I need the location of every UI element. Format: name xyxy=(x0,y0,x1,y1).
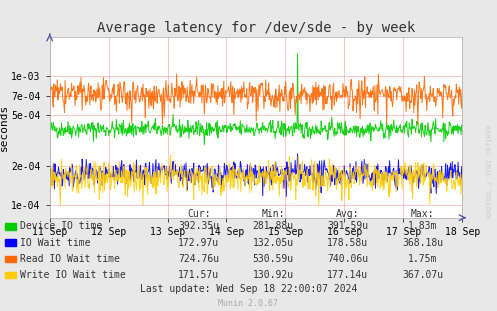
Text: Write IO Wait time: Write IO Wait time xyxy=(20,270,126,280)
Text: RRDTOOL / TOBI OETIKER: RRDTOOL / TOBI OETIKER xyxy=(487,124,493,218)
Text: 1.83m: 1.83m xyxy=(408,221,437,231)
Y-axis label: seconds: seconds xyxy=(0,104,8,151)
Text: 367.07u: 367.07u xyxy=(402,270,443,280)
Text: Munin 2.0.67: Munin 2.0.67 xyxy=(219,299,278,308)
Text: 392.35u: 392.35u xyxy=(178,221,219,231)
Text: 530.59u: 530.59u xyxy=(253,254,294,264)
Text: 281.88u: 281.88u xyxy=(253,221,294,231)
Text: 132.05u: 132.05u xyxy=(253,238,294,248)
Text: 391.59u: 391.59u xyxy=(328,221,368,231)
Text: Min:: Min: xyxy=(261,209,285,219)
Text: Max:: Max: xyxy=(411,209,434,219)
Text: 1.75m: 1.75m xyxy=(408,254,437,264)
Text: 178.58u: 178.58u xyxy=(328,238,368,248)
Text: 130.92u: 130.92u xyxy=(253,270,294,280)
Text: Last update: Wed Sep 18 22:00:07 2024: Last update: Wed Sep 18 22:00:07 2024 xyxy=(140,284,357,294)
Text: Read IO Wait time: Read IO Wait time xyxy=(20,254,120,264)
Text: IO Wait time: IO Wait time xyxy=(20,238,90,248)
Text: 740.06u: 740.06u xyxy=(328,254,368,264)
Text: Device IO time: Device IO time xyxy=(20,221,102,231)
Text: Cur:: Cur: xyxy=(187,209,211,219)
Text: 172.97u: 172.97u xyxy=(178,238,219,248)
Text: 177.14u: 177.14u xyxy=(328,270,368,280)
Text: Avg:: Avg: xyxy=(336,209,360,219)
Text: 724.76u: 724.76u xyxy=(178,254,219,264)
Text: 368.18u: 368.18u xyxy=(402,238,443,248)
Text: 171.57u: 171.57u xyxy=(178,270,219,280)
Title: Average latency for /dev/sde - by week: Average latency for /dev/sde - by week xyxy=(97,21,415,35)
